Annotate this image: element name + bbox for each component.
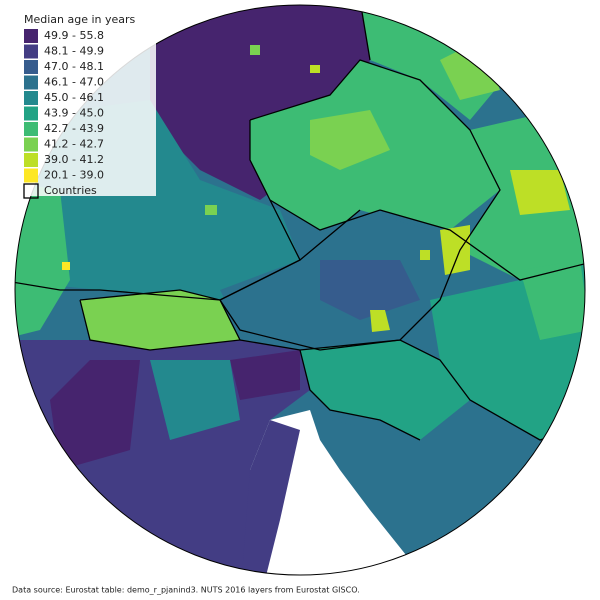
region <box>310 110 390 170</box>
region <box>250 45 260 55</box>
legend-swatch <box>24 91 38 105</box>
legend-swatch <box>24 75 38 90</box>
region <box>420 250 430 260</box>
legend-title: Median age in years <box>24 13 136 26</box>
region <box>440 225 470 275</box>
legend-swatch <box>24 44 38 59</box>
region <box>320 420 450 560</box>
legend-label: 39.0 - 41.2 <box>44 153 104 166</box>
country-borders <box>15 5 585 441</box>
legend-label: 45.0 - 46.1 <box>44 91 104 104</box>
legend-box <box>18 8 156 196</box>
region <box>520 260 585 340</box>
source-note: Data source: Eurostat table: demo_r_pjan… <box>12 586 360 595</box>
legend: Median age in years 49.9 - 55.8 48.1 - 49… <box>18 8 156 199</box>
legend-label: 41.2 - 42.7 <box>44 138 104 151</box>
region <box>150 360 240 440</box>
region <box>240 420 300 575</box>
legend-swatch <box>23 183 39 199</box>
legend-label: 49.9 - 55.8 <box>44 29 104 42</box>
border <box>15 120 301 301</box>
legend-swatch <box>24 137 38 152</box>
legend-label: 48.1 - 49.9 <box>44 45 104 58</box>
region <box>370 310 390 332</box>
region <box>320 260 420 320</box>
border <box>219 59 501 351</box>
legend-swatch <box>24 60 38 74</box>
legend-swatch <box>24 122 38 136</box>
border <box>269 199 585 281</box>
legend-label: Countries <box>44 184 97 197</box>
legend-label: 20.1 - 39.0 <box>44 169 104 182</box>
legend-swatch <box>24 106 38 121</box>
legend-swatch <box>24 153 38 167</box>
border <box>299 349 421 441</box>
region <box>50 360 140 470</box>
legend-swatch <box>24 29 38 43</box>
region <box>300 340 470 440</box>
legend-label: 43.9 - 45.0 <box>44 107 104 120</box>
legend-label: 46.1 - 47.0 <box>44 76 104 89</box>
map-outline <box>14 4 586 576</box>
region <box>230 350 300 400</box>
region <box>510 170 570 215</box>
region <box>62 262 70 270</box>
legend-swatch <box>24 168 38 183</box>
region <box>205 205 217 215</box>
region <box>310 65 320 73</box>
sea <box>250 410 430 575</box>
region <box>80 290 240 350</box>
legend-label: 42.7 - 43.9 <box>44 122 104 135</box>
legend-label: 47.0 - 48.1 <box>44 60 104 73</box>
